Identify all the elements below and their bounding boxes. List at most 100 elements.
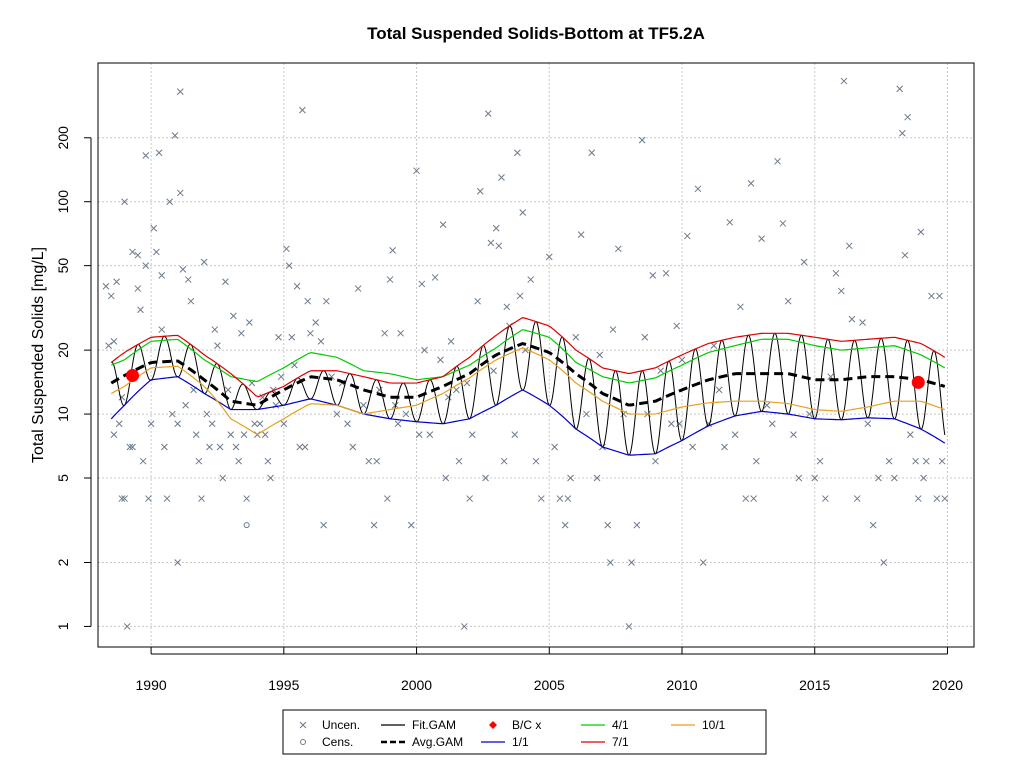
legend-label: Avg.GAM [412,735,463,749]
uncensored-point [230,312,237,320]
y-tick-label: 5 [55,474,71,482]
uncensored-point [917,228,925,236]
uncensored-point [784,297,792,305]
uncensored-point [668,420,675,428]
uncensored-point [503,303,511,311]
uncensored-point [455,457,463,465]
uncensored-point [837,287,845,295]
uncensored-point [593,474,601,482]
uncensored-point [460,623,468,630]
uncensored-point [922,457,930,465]
uncensored-point [320,521,327,529]
uncensored-point [790,431,797,438]
uncensored-point [134,251,142,259]
uncensored-point [901,251,909,259]
uncensored-point [421,346,428,354]
uncensored-point [516,292,524,300]
uncensored-point [301,443,309,451]
bc-points [126,368,925,389]
uncensored-point [275,333,282,341]
uncensored-point [737,303,744,311]
uncensored-point [898,129,906,137]
uncensored-point [232,443,240,451]
uncensored-point [747,180,755,187]
uncensored-point [407,521,415,529]
uncensored-point [256,420,264,428]
uncensored-point [389,247,397,254]
y-tick-label: 50 [55,258,71,274]
uncensored-point [383,495,391,502]
uncensored-point [614,245,622,253]
uncensored-point [816,457,824,465]
uncensored-point [206,443,213,451]
uncensored-point [171,132,179,139]
uncensored-point [251,420,258,428]
uncensored-point [216,443,224,451]
uncensored-point [365,457,373,465]
uncensored-point [442,474,450,482]
uncensored-point [588,149,596,157]
legend-label: 7/1 [612,735,629,749]
uncensored-point [933,495,941,502]
y-axis-label: Total Suspended Solids [mg/L] [30,247,47,463]
uncensored-point [280,420,288,428]
uncensored-point [237,329,245,337]
legend-symbol-diamond [489,721,497,729]
uncensored-point [161,443,168,451]
bc-point [126,368,140,382]
uncensored-point [832,269,840,277]
uncensored-point [312,319,320,326]
seasonal-curves [110,316,946,456]
uncensored-point [107,292,115,300]
uncensored-point [514,149,521,157]
fit-gam-line [111,321,946,456]
y-tick-label: 20 [55,342,71,358]
uncensored-point [864,420,872,428]
grid-lines [98,63,974,647]
uncensored-point [551,443,558,451]
uncensored-point [253,431,261,438]
uncensored-point [142,262,150,269]
uncensored-point [187,297,195,305]
uncensored-point [768,420,776,428]
uncensored-point [381,329,389,337]
uncensored-point [848,315,856,323]
uncensored-point [150,224,158,232]
y-tick-label: 200 [55,126,71,150]
uncensored-point [476,187,484,195]
legend-symbol-x [299,721,307,729]
legend: Uncen. Fit.GAM B/C x 4/1 10/1 Cens. Avg.GAM 1/1… [282,709,767,755]
uncensored-point [912,457,919,465]
uncensored-point [307,329,314,337]
uncensored-point [158,326,166,333]
uncensored-point [208,420,216,428]
bc-point [911,375,925,389]
uncensored-point [402,410,410,418]
uncensored-point [166,198,174,206]
uncensored-point [264,457,272,465]
legend-label: Cens. [322,735,353,749]
uncensored-point [779,220,787,227]
uncensored-point [174,420,181,428]
legend-label: Uncen. [322,718,360,732]
uncensored-point [492,224,500,232]
uncensored-point [118,495,126,502]
uncensored-point [853,495,861,502]
uncensored-point [638,136,646,144]
uncensored-point [354,285,362,292]
uncensored-point [537,495,545,502]
plot-frame [97,62,975,648]
uncensored-point [105,342,112,349]
uncensored-point [699,559,707,566]
uncensored-point [583,410,590,418]
legend-box [282,709,767,755]
uncensored-point [439,221,447,228]
uncensored-point [845,242,853,250]
series-4-1-line [111,329,946,384]
uncensored-point [299,106,306,114]
uncensored-point [184,276,192,283]
uncensored-point [110,431,118,438]
uncensored-point [243,495,251,502]
uncensored-point [235,457,243,465]
